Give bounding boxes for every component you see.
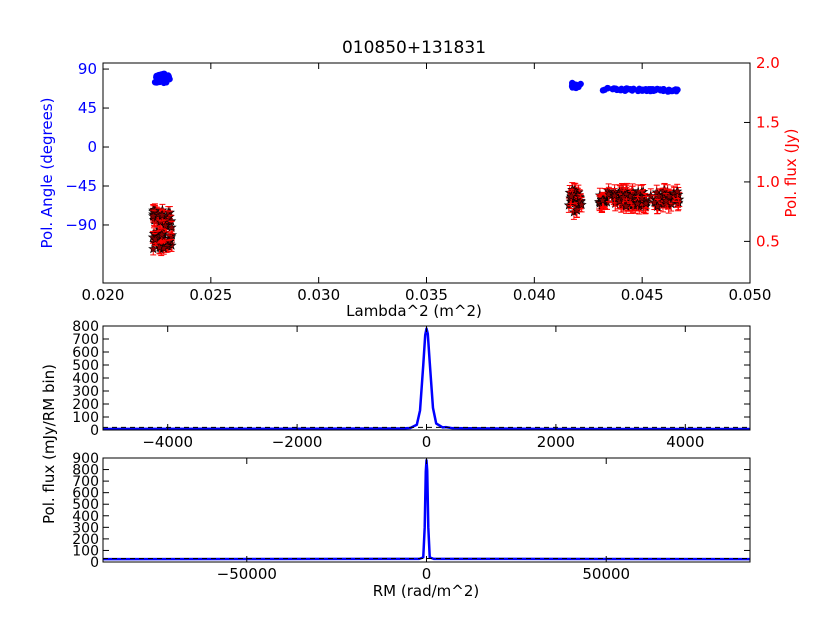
x-tick-label: 0.025	[189, 286, 232, 304]
y-tick-label: 0	[90, 423, 99, 439]
flux-point	[640, 198, 652, 208]
y-tick-label: 100	[72, 410, 99, 426]
y-tick-label: 200	[72, 397, 99, 413]
y-tick-label: 100	[72, 543, 99, 559]
flux-point	[653, 190, 664, 201]
flux-point	[156, 229, 167, 240]
y-tick-label-right: 2.0	[756, 54, 780, 72]
flux-point	[148, 210, 159, 221]
y-tick-label-left: −90	[65, 216, 97, 234]
flux-point	[603, 189, 614, 199]
x-tick-label: 0.020	[82, 286, 125, 304]
panel3-data	[102, 459, 751, 561]
y-tick-label-right: 0.5	[756, 232, 780, 250]
flux-point	[609, 190, 620, 201]
flux-point	[148, 243, 159, 254]
y-tick-label-right: 1.5	[756, 113, 780, 131]
flux-point	[632, 198, 643, 209]
y-tick-label: 500	[72, 497, 99, 513]
y-tick-label: 200	[72, 532, 99, 548]
y-tick-label-left: 0	[87, 138, 97, 156]
x-tick-label: 0.045	[621, 286, 664, 304]
chart-title: 010850+131831	[342, 38, 486, 58]
y-tick-label-left: −45	[65, 177, 97, 195]
panel-rm-wide: −50000 0 500000100200300400500600700800900…	[72, 451, 751, 600]
panel1-data	[147, 70, 685, 257]
y-tick-label: 600	[72, 345, 99, 361]
flux-point	[576, 199, 587, 210]
angle-point	[665, 86, 673, 94]
flux-point	[160, 220, 171, 231]
angle-point	[637, 86, 645, 93]
flux-point	[166, 222, 177, 232]
y-tick-label: 400	[72, 371, 99, 387]
rm-spectrum-line	[102, 459, 751, 561]
flux-point	[574, 191, 585, 202]
panel1-frame	[102, 62, 751, 284]
y-axis-label-flux: Pol. flux (Jy)	[782, 129, 800, 218]
x-axis-label-rm: RM (rad/m^2)	[373, 582, 480, 600]
panel2-ticks: −4000 −2000 0 2000 4000010020030040050060070…	[72, 319, 750, 451]
y-tick-label-left: 90	[78, 60, 97, 78]
flux-point	[645, 190, 656, 201]
x-tick-label: 0	[422, 565, 432, 583]
y-axis-label-pol-flux-rm: Pol. flux (mJy/RM bin)	[40, 364, 58, 524]
y-tick-label: 500	[72, 358, 99, 374]
flux-point	[621, 200, 632, 211]
y-tick-label: 900	[72, 451, 99, 467]
angle-point	[162, 72, 169, 79]
panel1-ticks: 0.020 0.025 0.030 0.035 0.040 0.045 0.050 90 45 0…	[65, 54, 780, 304]
flux-point	[652, 200, 663, 211]
flux-point	[566, 191, 577, 201]
y-tick-label: 300	[72, 520, 99, 536]
x-tick-label: 50000	[582, 565, 630, 583]
flux-point	[597, 194, 608, 205]
y-tick-label-right: 1.0	[756, 173, 780, 191]
flux-point	[157, 209, 168, 220]
y-tick-label: 400	[72, 509, 99, 525]
flux-point	[660, 195, 672, 206]
x-tick-label: 0.040	[513, 286, 556, 304]
x-tick-label: −2000	[272, 433, 323, 451]
x-tick-label: −4000	[142, 433, 193, 451]
angle-point	[660, 86, 667, 94]
angle-point	[152, 79, 160, 86]
y-tick-label: 300	[72, 384, 99, 400]
y-tick-label: 700	[72, 332, 99, 348]
panel2-frame	[102, 325, 751, 431]
x-tick-label: 0	[422, 433, 432, 451]
x-axis-label-lambda: Lambda^2 (m^2)	[346, 302, 482, 320]
angle-point	[572, 84, 580, 92]
x-tick-label: 0.035	[405, 286, 448, 304]
angle-point	[604, 84, 611, 92]
angle-point	[672, 86, 679, 93]
y-tick-label-left: 45	[78, 99, 97, 117]
angle-point	[650, 87, 657, 94]
y-tick-label: 0	[90, 555, 99, 571]
angle-point	[622, 87, 629, 94]
panel-rm-narrow: −4000 −2000 0 2000 4000010020030040050060070…	[72, 319, 751, 451]
flux-point	[651, 186, 662, 197]
x-tick-label: 0.050	[729, 286, 772, 304]
x-tick-label: 4000	[666, 433, 704, 451]
y-tick-label: 800	[72, 319, 99, 335]
rm-spectrum-line	[102, 327, 750, 431]
y-tick-label: 600	[72, 486, 99, 502]
y-tick-label: 700	[72, 474, 99, 490]
y-axis-label-angle: Pol. Angle (degrees)	[38, 98, 56, 249]
y-tick-label: 800	[72, 463, 99, 479]
x-tick-label: 2000	[537, 433, 575, 451]
panel-angle-flux: 010850+131831 0.020 0.025 0.030 0.035 0.040 0…	[38, 38, 800, 320]
x-tick-label: −50000	[217, 565, 277, 583]
x-tick-label: 0.030	[297, 286, 340, 304]
flux-point	[672, 186, 683, 196]
angle-point	[611, 85, 618, 92]
panel2-data	[102, 327, 750, 431]
